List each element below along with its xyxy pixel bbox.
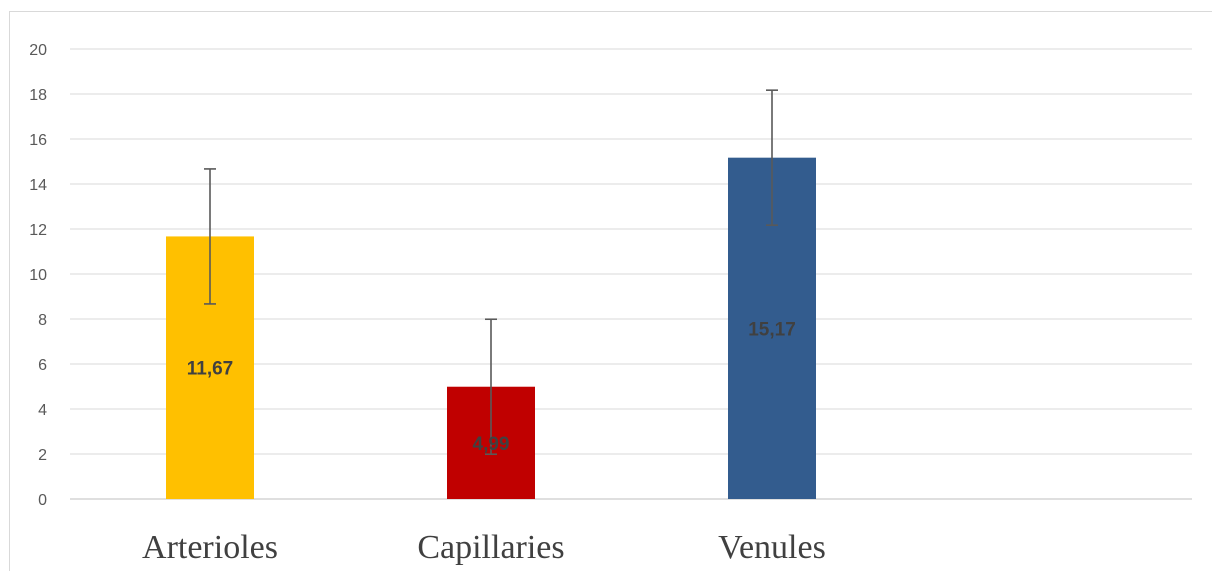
y-tick-label: 16 (29, 132, 47, 149)
category-label: Venules (718, 529, 826, 565)
y-tick-label: 8 (38, 312, 47, 329)
y-axis-ticks: 0 2 4 6 8 10 12 14 16 18 20 (29, 42, 47, 509)
chart-frame (9, 11, 1212, 571)
y-tick-label: 2 (38, 447, 47, 464)
data-labels: 11,67 4,99 15,17 (187, 319, 796, 455)
error-bars (204, 89, 778, 456)
y-tick-label: 20 (29, 42, 47, 59)
category-labels: Arterioles Capillaries Venules (142, 529, 826, 565)
data-label: 11,67 (187, 359, 234, 380)
data-label: 4,99 (473, 434, 510, 455)
y-tick-label: 0 (38, 492, 47, 509)
category-label: Capillaries (417, 529, 564, 565)
y-tick-label: 12 (29, 222, 47, 239)
y-tick-label: 4 (38, 402, 47, 419)
y-tick-label: 10 (29, 267, 47, 284)
y-tick-label: 6 (38, 357, 47, 374)
y-tick-label: 14 (29, 177, 47, 194)
y-tick-label: 18 (29, 87, 47, 104)
category-label: Arterioles (142, 529, 278, 565)
data-label: 15,17 (748, 319, 796, 340)
gridlines (70, 48, 1192, 500)
